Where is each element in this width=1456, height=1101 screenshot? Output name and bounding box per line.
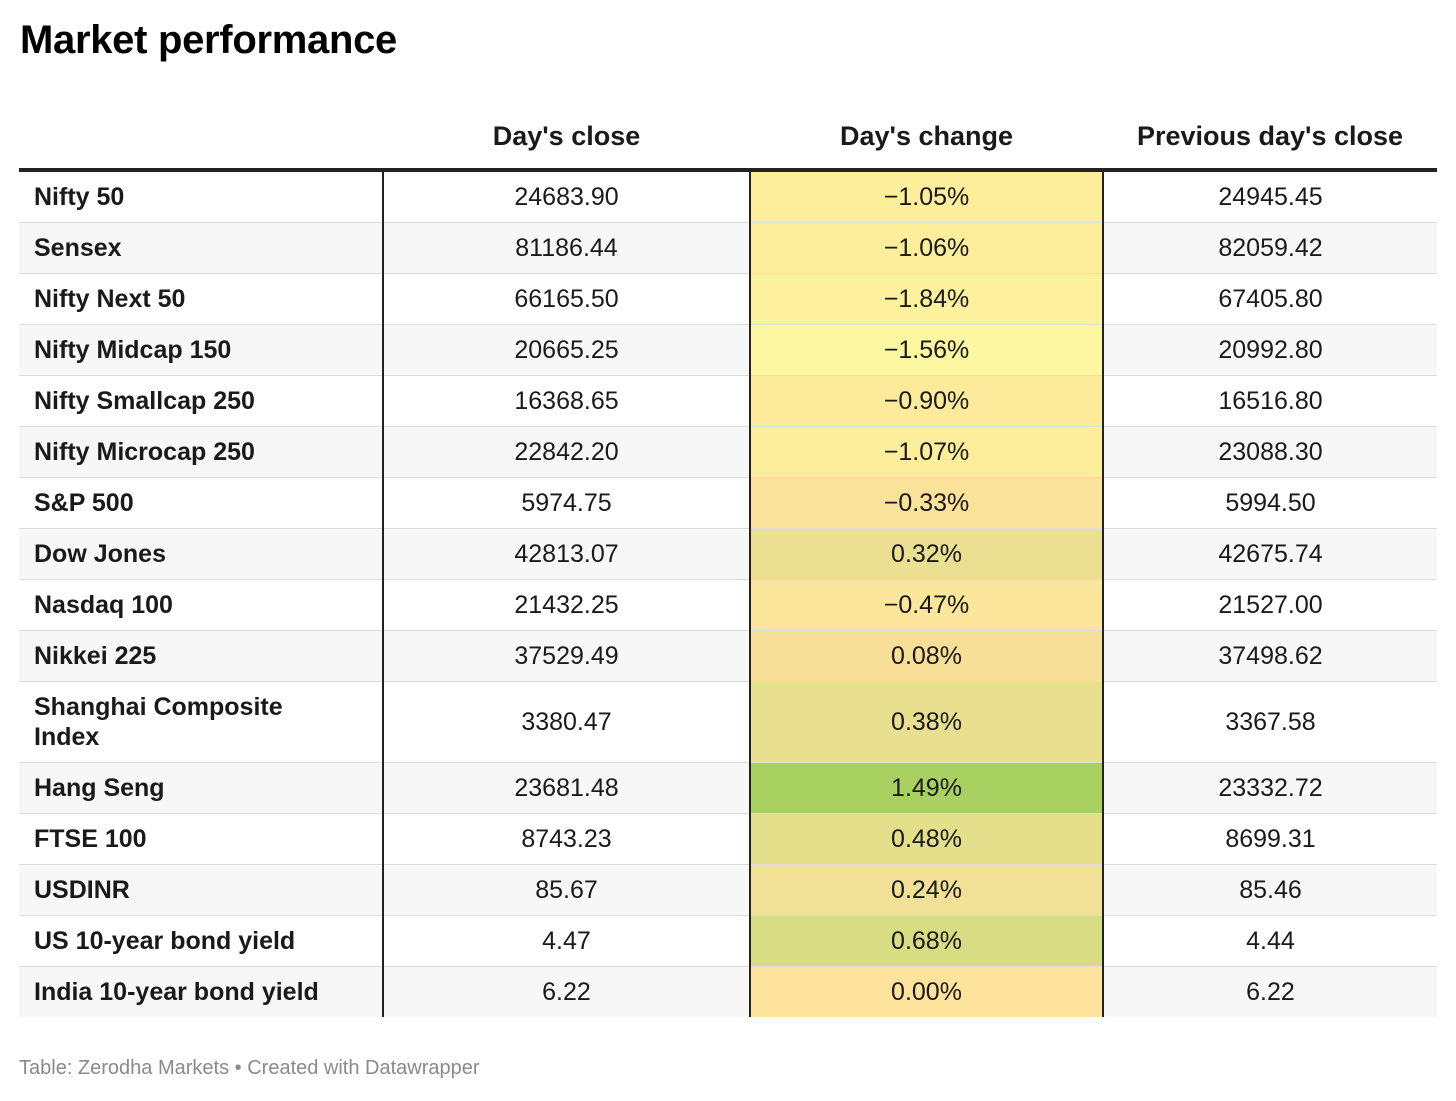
- previous-close-cell: 8699.31: [1103, 813, 1437, 865]
- previous-close-cell: 37498.62: [1103, 630, 1437, 682]
- days-change-cell: −1.06%: [750, 222, 1104, 274]
- table-row: US 10-year bond yield 4.47 0.68% 4.44: [19, 915, 1437, 967]
- previous-close-cell: 67405.80: [1103, 273, 1437, 325]
- previous-close-cell: 4.44: [1103, 915, 1437, 967]
- days-close-cell: 16368.65: [383, 375, 751, 427]
- days-change-cell: 0.08%: [750, 630, 1104, 682]
- previous-close-cell: 20992.80: [1103, 324, 1437, 376]
- row-name-cell: Nifty Smallcap 250: [19, 375, 384, 427]
- days-close-cell: 81186.44: [383, 222, 751, 274]
- days-change-cell: −0.47%: [750, 579, 1104, 631]
- previous-close-cell: 42675.74: [1103, 528, 1437, 580]
- table-row: Nifty Microcap 250 22842.20 −1.07% 23088.30: [19, 426, 1437, 478]
- days-change-cell: 0.24%: [750, 864, 1104, 916]
- table-row: Nikkei 225 37529.49 0.08% 37498.62: [19, 630, 1437, 682]
- row-name-cell: S&P 500: [19, 477, 384, 529]
- previous-close-cell: 21527.00: [1103, 579, 1437, 631]
- table-row: India 10-year bond yield 6.22 0.00% 6.22: [19, 966, 1437, 1017]
- row-name-cell: Nifty Next 50: [19, 273, 384, 325]
- row-name-cell: Shanghai Composite Index: [19, 681, 384, 763]
- table-row: Nifty 50 24683.90 −1.05% 24945.45: [19, 170, 1437, 223]
- market-performance-table: Day's close Day's change Previous day's …: [19, 104, 1437, 1017]
- days-close-cell: 23681.48: [383, 762, 751, 814]
- row-name-cell: FTSE 100: [19, 813, 384, 865]
- days-close-cell: 66165.50: [383, 273, 751, 325]
- days-close-cell: 22842.20: [383, 426, 751, 478]
- table-row: Shanghai Composite Index 3380.47 0.38% 3367…: [19, 681, 1437, 763]
- table-row: USDINR 85.67 0.24% 85.46: [19, 864, 1437, 916]
- days-change-cell: 0.68%: [750, 915, 1104, 967]
- row-name-cell: US 10-year bond yield: [19, 915, 384, 967]
- days-change-cell: −1.07%: [750, 426, 1104, 478]
- row-name-cell: Nifty Microcap 250: [19, 426, 384, 478]
- row-name-cell: USDINR: [19, 864, 384, 916]
- row-name-cell: Nifty Midcap 150: [19, 324, 384, 376]
- days-change-cell: 0.38%: [750, 681, 1104, 763]
- days-change-cell: −1.84%: [750, 273, 1104, 325]
- days-change-cell: −0.33%: [750, 477, 1104, 529]
- table-row: FTSE 100 8743.23 0.48% 8699.31: [19, 813, 1437, 865]
- table-row: Hang Seng 23681.48 1.49% 23332.72: [19, 762, 1437, 814]
- previous-close-cell: 85.46: [1103, 864, 1437, 916]
- row-name-cell: Nikkei 225: [19, 630, 384, 682]
- table-row: Nasdaq 100 21432.25 −0.47% 21527.00: [19, 579, 1437, 631]
- days-close-cell: 6.22: [383, 966, 751, 1017]
- table-row: S&P 500 5974.75 −0.33% 5994.50: [19, 477, 1437, 529]
- days-close-cell: 5974.75: [383, 477, 751, 529]
- days-close-cell: 3380.47: [383, 681, 751, 763]
- table-row: Nifty Midcap 150 20665.25 −1.56% 20992.80: [19, 324, 1437, 376]
- column-header-days-change[interactable]: Day's change: [750, 104, 1103, 172]
- column-header-name[interactable]: [19, 104, 383, 172]
- days-change-cell: −1.56%: [750, 324, 1104, 376]
- days-close-cell: 21432.25: [383, 579, 751, 631]
- column-header-previous-close[interactable]: Previous day's close: [1103, 104, 1437, 172]
- days-change-cell: 0.00%: [750, 966, 1104, 1017]
- days-close-cell: 42813.07: [383, 528, 751, 580]
- days-close-cell: 20665.25: [383, 324, 751, 376]
- previous-close-cell: 3367.58: [1103, 681, 1437, 763]
- row-name-cell: Dow Jones: [19, 528, 384, 580]
- source-footer: Table: Zerodha Markets • Created with Da…: [19, 1057, 480, 1079]
- days-change-cell: 0.32%: [750, 528, 1104, 580]
- previous-close-cell: 82059.42: [1103, 222, 1437, 274]
- previous-close-cell: 23088.30: [1103, 426, 1437, 478]
- days-close-cell: 4.47: [383, 915, 751, 967]
- days-change-cell: 0.48%: [750, 813, 1104, 865]
- previous-close-cell: 5994.50: [1103, 477, 1437, 529]
- days-close-cell: 8743.23: [383, 813, 751, 865]
- days-change-cell: −0.90%: [750, 375, 1104, 427]
- row-name-cell: Sensex: [19, 222, 384, 274]
- row-name-cell: India 10-year bond yield: [19, 966, 384, 1017]
- row-name-cell: Nasdaq 100: [19, 579, 384, 631]
- column-header-days-close[interactable]: Day's close: [383, 104, 750, 172]
- previous-close-cell: 6.22: [1103, 966, 1437, 1017]
- table-row: Nifty Next 50 66165.50 −1.84% 67405.80: [19, 273, 1437, 325]
- days-close-cell: 37529.49: [383, 630, 751, 682]
- header-row: Day's close Day's change Previous day's …: [19, 104, 1437, 172]
- previous-close-cell: 16516.80: [1103, 375, 1437, 427]
- previous-close-cell: 24945.45: [1103, 170, 1437, 223]
- previous-close-cell: 23332.72: [1103, 762, 1437, 814]
- row-name-text: Shanghai Composite Index: [34, 693, 283, 751]
- days-close-cell: 85.67: [383, 864, 751, 916]
- row-name-cell: Hang Seng: [19, 762, 384, 814]
- days-close-cell: 24683.90: [383, 170, 751, 223]
- days-change-cell: 1.49%: [750, 762, 1104, 814]
- row-name-cell: Nifty 50: [19, 170, 384, 223]
- table-row: Nifty Smallcap 250 16368.65 −0.90% 16516.80: [19, 375, 1437, 427]
- table-row: Dow Jones 42813.07 0.32% 42675.74: [19, 528, 1437, 580]
- table-row: Sensex 81186.44 −1.06% 82059.42: [19, 222, 1437, 274]
- page-title: Market performance: [20, 18, 397, 62]
- days-change-cell: −1.05%: [750, 170, 1104, 223]
